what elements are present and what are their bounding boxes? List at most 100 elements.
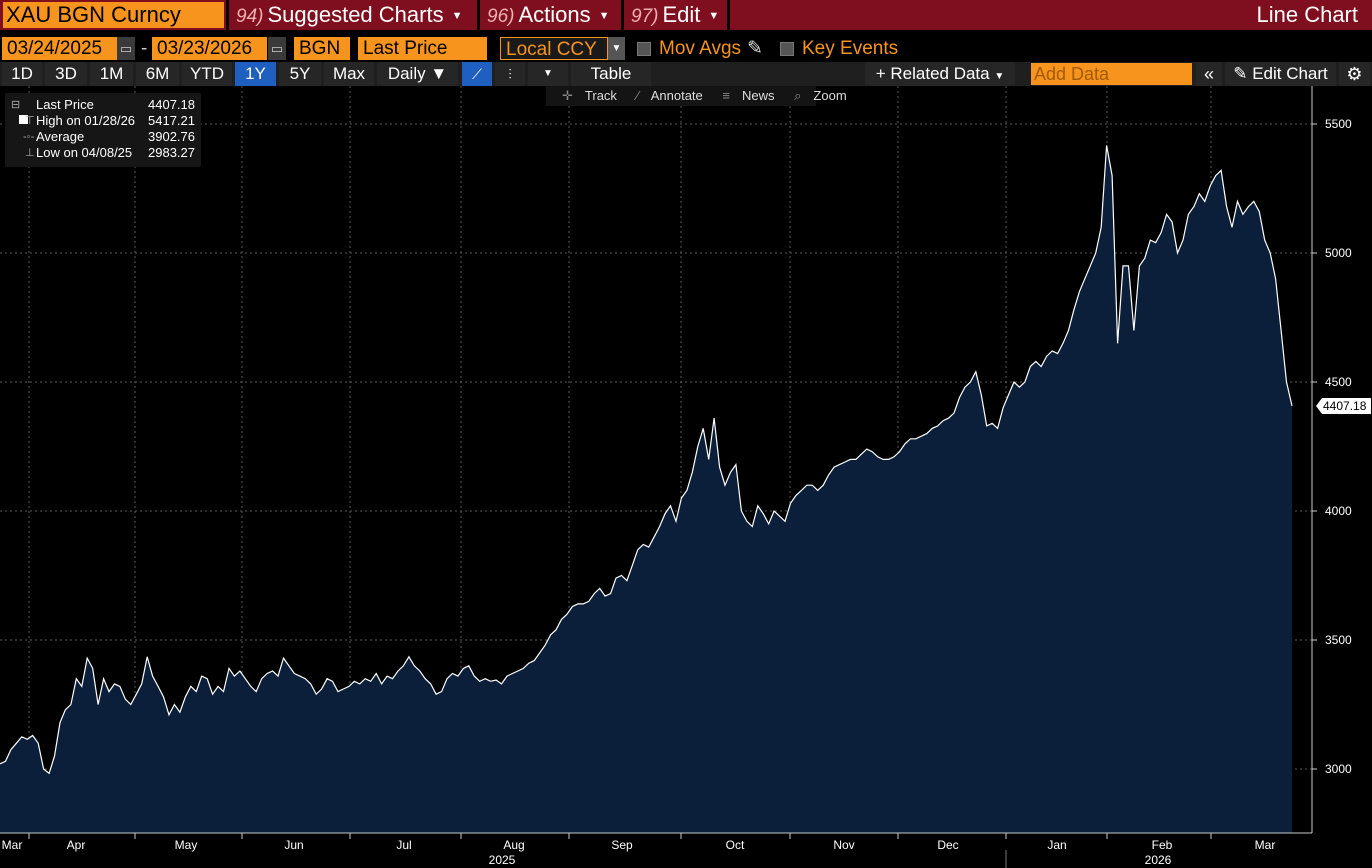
line-chart-icon[interactable]: ⟋	[462, 62, 492, 86]
bar-chart-icon[interactable]: ⫶	[495, 62, 525, 86]
legend-value: 5417.21	[148, 113, 195, 128]
news-label: News	[742, 88, 775, 103]
period-6m-button[interactable]: 6M	[136, 62, 179, 86]
legend-row-low: ⊥ Low on 04/08/25 2983.27	[5, 145, 201, 161]
low-marker-icon: ⊥	[25, 147, 35, 159]
period-1d-button[interactable]: 1D	[2, 62, 42, 86]
mov-avgs-label[interactable]: Mov Avgs	[659, 38, 742, 59]
x-month-label: Aug	[503, 838, 524, 852]
chart-axes: 3000 3500 4000 4500 5000 5500 Mar Apr May Jun Jul A…	[0, 86, 1371, 868]
menu-label: Suggested Charts	[267, 2, 444, 27]
y-tick-label: 4000	[1325, 504, 1352, 518]
y-tick-label: 3000	[1325, 762, 1352, 776]
x-month-label: Oct	[726, 838, 745, 852]
x-month-label: Jun	[284, 838, 303, 852]
chart-tools-strip: ✛ Track ⁄ Annotate ≡ News ⌕ Zoom	[546, 86, 847, 106]
period-1y-button[interactable]: 1Y	[235, 62, 276, 86]
suggested-charts-menu[interactable]: 94) Suggested Charts ▼	[236, 0, 462, 30]
x-year-label: 2025	[489, 853, 516, 867]
x-month-label: Dec	[937, 838, 958, 852]
legend-value: 4407.18	[148, 97, 195, 112]
x-month-label: Jan	[1047, 838, 1066, 852]
caret-down-icon: ▼	[598, 10, 610, 22]
last-value-badge	[1316, 397, 1371, 414]
magnifier-icon: ⌕	[794, 88, 802, 103]
calendar-icon[interactable]: ▭	[268, 37, 286, 60]
period-ytd-button[interactable]: YTD	[182, 62, 232, 86]
chart-settings-row: 03/24/2025 ▭ - 03/23/2026 ▭ BGN Last Pri…	[0, 37, 1372, 61]
annotate-tool[interactable]: ⁄ Annotate	[629, 88, 703, 103]
key-events-label[interactable]: Key Events	[802, 38, 899, 59]
related-data-button[interactable]: + Related Data ▼	[865, 62, 1015, 86]
y-tick-label: 5500	[1325, 117, 1352, 131]
track-tool[interactable]: ✛ Track	[554, 88, 617, 103]
menu-separator	[621, 0, 624, 30]
calendar-icon[interactable]: ▭	[117, 37, 135, 60]
price-field-select[interactable]: Last Price	[358, 37, 487, 60]
legend-label: High on 01/28/26	[36, 113, 136, 128]
start-date-field[interactable]: 03/24/2025	[2, 37, 117, 60]
x-year-label: 2026	[1145, 853, 1172, 867]
end-date-field[interactable]: 03/23/2026	[152, 37, 267, 60]
edit-chart-label: Edit Chart	[1252, 64, 1328, 83]
chart-legend[interactable]: ⊟ Last Price 4407.18 ⊤ High on 01/28/26 …	[5, 93, 201, 167]
caret-down-icon: ▼	[994, 71, 1005, 82]
date-range-separator: -	[141, 38, 148, 59]
annotate-label: Annotate	[650, 88, 703, 103]
track-label: Track	[584, 88, 617, 103]
pricing-source-field[interactable]: BGN	[294, 37, 350, 60]
collapse-box-icon[interactable]: ⊟	[11, 97, 33, 129]
price-area-fill	[0, 145, 1292, 833]
period-5y-button[interactable]: 5Y	[279, 62, 321, 86]
caret-down-icon: ▼	[451, 10, 463, 22]
last-value-label: 4407.18	[1323, 399, 1367, 413]
caret-down-icon: ▼	[708, 10, 720, 22]
menu-number: 94)	[236, 6, 264, 27]
gear-icon[interactable]: ⚙	[1339, 62, 1370, 86]
edit-menu[interactable]: 97) Edit ▼	[631, 0, 719, 30]
window-title: Line Chart	[1256, 2, 1358, 27]
period-max-button[interactable]: Max	[324, 62, 374, 86]
table-button[interactable]: Table	[571, 62, 651, 86]
x-month-label: Mar	[2, 838, 23, 852]
period-1m-button[interactable]: 1M	[90, 62, 133, 86]
news-tool[interactable]: ≡ News	[714, 88, 774, 103]
edit-chart-button[interactable]: ✎ Edit Chart	[1225, 62, 1336, 86]
menu-separator	[727, 0, 730, 30]
pencil-icon[interactable]: ✎	[747, 38, 763, 59]
key-events-checkbox[interactable]	[780, 42, 794, 56]
legend-row-last-price: ⊟ Last Price 4407.18	[5, 97, 201, 124]
menu-number: 96)	[487, 6, 515, 27]
period-3d-button[interactable]: 3D	[45, 62, 87, 86]
add-data-input[interactable]: Add Data	[1031, 63, 1192, 85]
high-marker-icon: ⊤	[25, 115, 35, 127]
price-line	[0, 145, 1293, 775]
crosshair-icon: ✛	[562, 88, 573, 103]
y-tick-label: 3500	[1325, 633, 1352, 647]
legend-value: 3902.76	[148, 129, 195, 144]
average-marker-icon: -◦-	[23, 131, 35, 143]
news-icon: ≡	[722, 88, 730, 103]
legend-value: 2983.27	[148, 145, 195, 160]
pencil-icon: ✎	[1233, 64, 1248, 83]
currency-dropdown-icon[interactable]: ▼	[608, 37, 625, 60]
menu-label: Edit	[662, 2, 701, 27]
related-data-label: + Related Data	[875, 64, 990, 83]
x-month-label: Nov	[833, 838, 854, 852]
menu-separator	[477, 0, 480, 30]
menu-separator	[226, 0, 229, 30]
legend-label: Low on 04/08/25	[36, 145, 133, 160]
frequency-select[interactable]: Daily ▼	[377, 62, 458, 86]
zoom-tool[interactable]: ⌕ Zoom	[786, 88, 847, 103]
actions-menu[interactable]: 96) Actions ▼	[487, 0, 610, 30]
legend-row-average: -◦- Average 3902.76	[5, 129, 201, 145]
collapse-double-chevron-icon[interactable]: «	[1196, 62, 1222, 86]
currency-select[interactable]: Local CCY	[500, 37, 608, 60]
x-month-label: Jul	[396, 838, 411, 852]
chart-type-dropdown-icon[interactable]: ▼	[528, 62, 568, 86]
security-ticker-input[interactable]: XAU BGN Curncy	[3, 2, 224, 28]
y-tick-label: 5000	[1325, 246, 1352, 260]
mov-avgs-checkbox[interactable]	[637, 42, 651, 56]
legend-label: Average	[36, 129, 85, 144]
